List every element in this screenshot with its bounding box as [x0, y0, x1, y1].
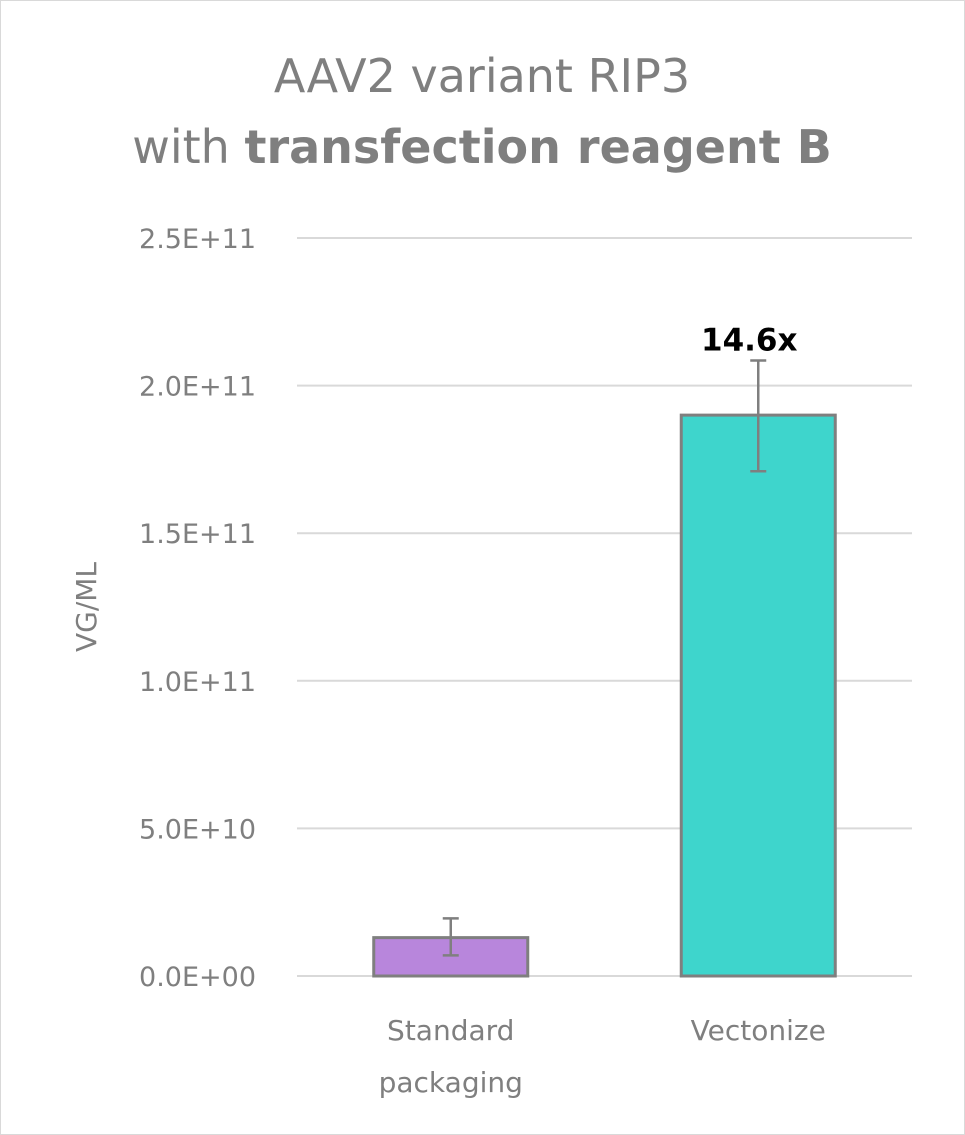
y-axis-label: VG/ML	[70, 562, 103, 652]
y-tick-label: 2.5E+11	[139, 224, 256, 255]
error-bars	[442, 359, 767, 957]
y-tick-label: 5.0E+10	[139, 814, 256, 845]
bars	[372, 413, 837, 978]
x-axis-categories: Standard packaging Vectonize	[379, 1014, 826, 1099]
bar	[679, 413, 837, 978]
x-category-label: Standard	[387, 1014, 514, 1047]
y-tick-label: 1.0E+11	[139, 667, 256, 698]
data-label: 14.6x	[701, 323, 797, 359]
chart-title-line2-prefix: with	[132, 120, 244, 174]
chart-title-line2-bold: transfection reagent B	[244, 120, 831, 174]
y-axis-ticks: 0.0E+00 5.0E+10 1.0E+11 1.5E+11 2.0E+11 2.5E+…	[139, 224, 256, 993]
x-category-label: Vectonize	[691, 1014, 826, 1047]
y-tick-label: 0.0E+00	[139, 962, 256, 993]
data-labels: 14.6x	[701, 323, 797, 359]
x-category-label: packaging	[379, 1066, 523, 1099]
y-tick-label: 1.5E+11	[139, 519, 256, 550]
y-tick-label: 2.0E+11	[139, 372, 256, 403]
chart-title-line1: AAV2 variant RIP3	[274, 49, 690, 103]
chart-title-line2: with transfection reagent B	[132, 120, 832, 174]
